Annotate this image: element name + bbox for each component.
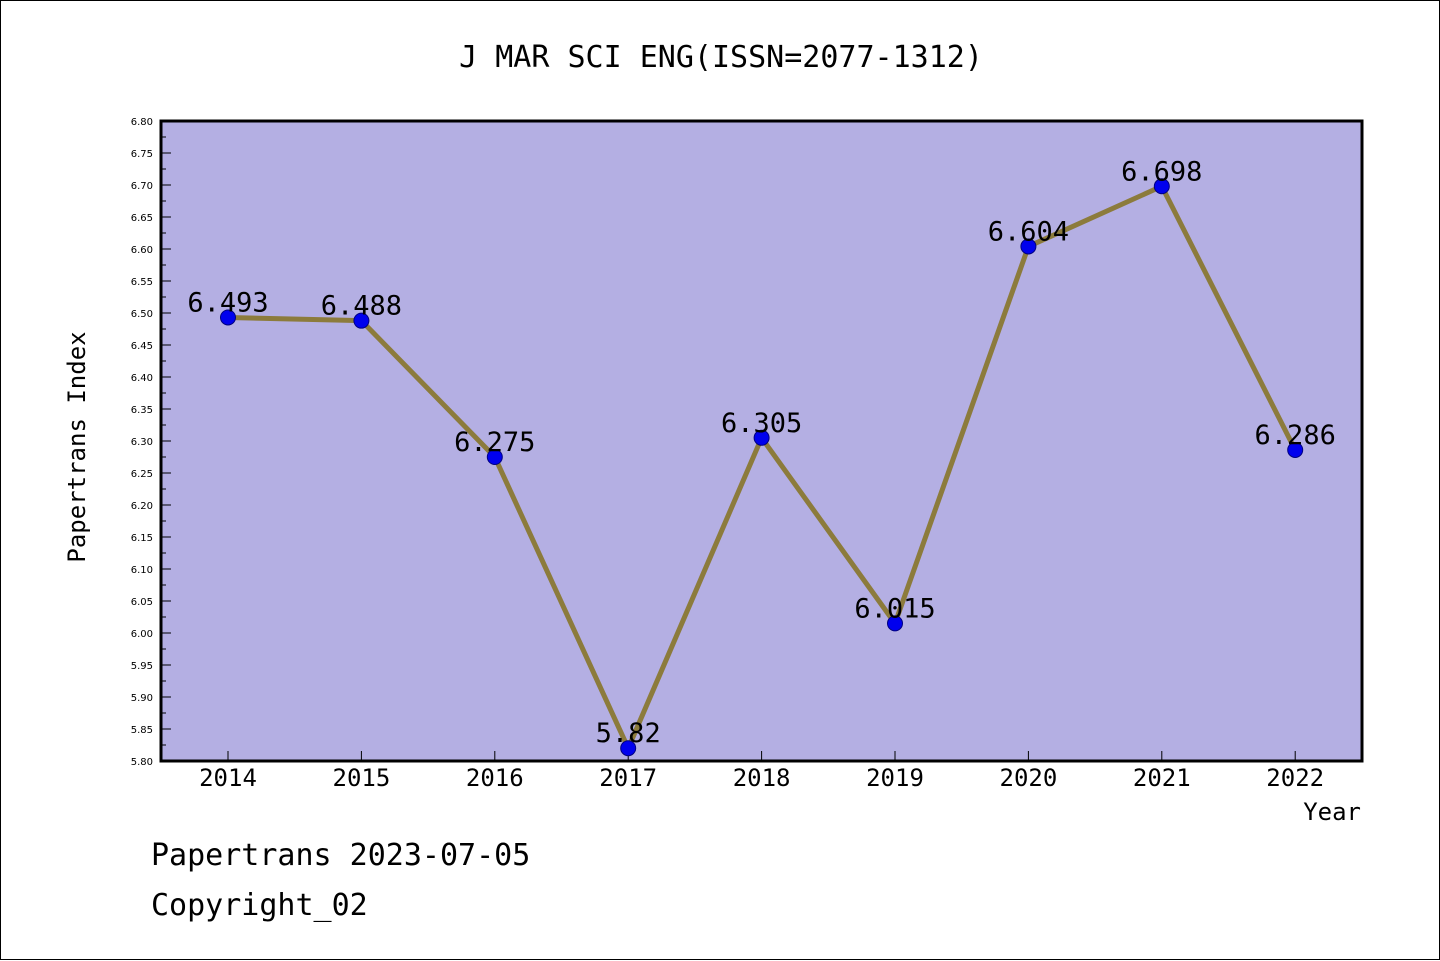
data-point [353,312,370,329]
footer-date: Papertrans 2023-07-05 [151,838,530,873]
data-point [1020,238,1037,255]
y-tick-label: 6.00 [131,629,153,640]
x-tick-label: 2014 [199,764,257,792]
x-tick-label: 2016 [466,764,524,792]
plot-border [159,119,1364,763]
y-tick-label: 6.30 [131,437,153,448]
y-tick-label: 6.75 [131,149,153,160]
data-points [220,178,1304,757]
x-tick-label: 2015 [333,764,391,792]
data-label: 5.82 [596,718,661,749]
data-label: 6.015 [854,593,935,624]
x-tick-label: 2017 [599,764,657,792]
data-label: 6.604 [988,216,1069,247]
data-label: 6.493 [187,287,268,318]
y-tick-label: 6.65 [131,213,153,224]
y-tick-label: 6.80 [131,117,153,128]
chart-title: J MAR SCI ENG(ISSN=2077-1312) [459,40,983,75]
footer-copyright: Copyright_02 [151,888,368,923]
x-tick-label: 2022 [1266,764,1324,792]
y-tick-label: 6.15 [131,533,153,544]
y-tick-label: 6.20 [131,501,153,512]
y-tick-label: 6.35 [131,405,153,416]
data-labels: 6.493 6.488 6.275 5.82 6.305 6.015 6.604 6.698 6… [187,156,1335,749]
y-tick-label: 6.50 [131,309,153,320]
x-axis-label: Year [1303,798,1361,826]
y-tick-label: 6.60 [131,245,153,256]
data-label: 6.698 [1121,156,1202,187]
y-tick-label: 5.95 [131,661,153,672]
y-tick-label: 5.90 [131,693,153,704]
x-tick-label: 2020 [1000,764,1058,792]
y-tick-label: 6.25 [131,469,153,480]
data-point [620,740,637,757]
data-point [887,615,903,632]
data-label: 6.286 [1255,420,1336,451]
data-point [753,429,770,446]
y-axis-label: Papertrans Index [63,331,91,562]
data-point [1153,178,1170,195]
x-tick-label: 2019 [866,764,924,792]
y-tick-label: 6.05 [131,597,153,608]
data-label: 6.488 [321,291,402,322]
data-point [1287,441,1304,458]
data-point [486,449,503,465]
data-label: 6.305 [721,408,802,439]
y-tick-label: 5.85 [131,725,153,736]
data-label: 6.275 [454,427,535,458]
y-tick-label: 6.70 [131,181,153,192]
x-axis: 2014 2015 2016 2017 2018 2019 2020 2021 2022 [199,751,1324,792]
data-point [220,309,236,326]
y-tick-label: 5.80 [131,757,153,768]
y-tick-label: 6.55 [131,277,153,288]
x-tick-label: 2018 [733,764,791,792]
x-tick-label: 2021 [1133,764,1191,792]
y-tick-label: 6.40 [131,373,153,384]
y-tick-label: 6.45 [131,341,153,352]
y-tick-label: 6.10 [131,565,153,576]
